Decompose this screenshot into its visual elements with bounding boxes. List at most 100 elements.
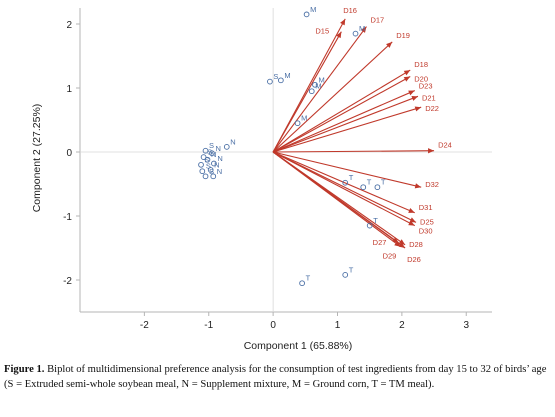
vector-d30 [272, 151, 416, 227]
y-axis-title: Component 2 (27.25%) [31, 104, 43, 213]
vector-d15 [272, 31, 342, 153]
point-label-m: M [310, 5, 316, 14]
vector-label-d22: D22 [425, 104, 439, 113]
point-label-t: T [381, 178, 386, 187]
point-label-m: M [318, 75, 324, 84]
vector-d32 [272, 151, 422, 188]
point-n-8 [209, 150, 215, 157]
point-label-n: N [215, 144, 220, 153]
point-n-9 [204, 156, 211, 163]
x-tick-label: 1 [335, 320, 341, 331]
point-label-t: T [349, 173, 354, 182]
arrowhead-d20 [403, 76, 411, 82]
arrowhead-d25 [409, 217, 417, 223]
point-n-11 [207, 167, 214, 173]
vector-label-d26: D26 [407, 255, 421, 264]
point-label-m: M [359, 24, 365, 33]
y-tick-label: 1 [66, 84, 72, 95]
arrowhead-d26 [398, 242, 406, 248]
point-m-1 [352, 30, 359, 37]
point-m-2 [312, 81, 318, 88]
point-s-15 [198, 161, 204, 168]
axes [79, 8, 492, 313]
vector-d26 [272, 151, 406, 249]
x-axis-title: Component 1 (65.88%) [244, 340, 353, 352]
point-n-7 [223, 144, 230, 150]
point-label-s: S [205, 155, 210, 164]
caption-text: Biplot of multidimensional preference an… [4, 364, 547, 390]
point-m-6 [278, 77, 284, 84]
arrowhead-d18 [403, 70, 411, 76]
vector-d20 [272, 75, 411, 153]
point-label-t: T [367, 178, 372, 187]
arrowhead-d32 [414, 183, 422, 189]
vector-label-d20: D20 [414, 74, 428, 83]
arrowhead-d30 [408, 220, 415, 226]
point-label-s: S [273, 72, 278, 81]
point-label-n: N [211, 150, 216, 159]
y-tick-label: -2 [63, 276, 72, 287]
point-label-s: S [206, 162, 211, 171]
vector-d17 [272, 26, 367, 153]
point-t-18 [342, 179, 349, 186]
point-m-4 [294, 120, 301, 127]
arrowhead-d23 [408, 90, 415, 96]
caption-prefix: Figure 1. [4, 364, 45, 375]
vector-d18 [272, 69, 411, 153]
arrowhead-d28 [398, 239, 406, 245]
vector-label-d17: D17 [370, 16, 384, 25]
point-label-s: S [209, 167, 214, 176]
point-m-0 [303, 11, 310, 18]
vector-label-d32: D32 [425, 180, 439, 189]
arrowhead-d22 [414, 106, 422, 112]
vector-label-d18: D18 [414, 60, 428, 69]
vector-d25 [272, 151, 417, 223]
point-label-m: M [284, 71, 290, 80]
point-t-21 [366, 222, 373, 229]
vector-label-d16: D16 [343, 6, 357, 15]
vector-label-d15: D15 [315, 27, 329, 36]
point-m-3 [308, 88, 315, 95]
point-s-5 [267, 78, 273, 85]
vector-label-d27: D27 [373, 238, 387, 247]
point-label-t: T [349, 265, 354, 274]
vector-label-d28: D28 [409, 240, 423, 249]
point-label-m: M [315, 82, 321, 91]
tick-labels: -2 -1 0 1 2 3 -2 -1 0 1 2 [63, 20, 469, 331]
x-tick-label: 2 [399, 320, 405, 331]
x-tick-label: 0 [270, 320, 276, 331]
vector-label-d24: D24 [438, 141, 452, 150]
vector-d22 [272, 106, 422, 153]
point-label-t: T [306, 274, 311, 283]
point-t-20 [374, 184, 381, 191]
point-s-17 [202, 173, 209, 180]
point-label-n: N [230, 137, 235, 146]
vector-label-d29: D29 [383, 252, 397, 261]
point-s-13 [202, 147, 209, 154]
vector-label-d31: D31 [419, 203, 433, 212]
arrowhead-d19 [386, 41, 393, 48]
x-tick-label: -2 [140, 320, 149, 331]
point-s-14 [200, 154, 207, 160]
point-s-16 [199, 168, 206, 175]
vector-d21 [272, 95, 419, 153]
arrowhead-d21 [411, 96, 418, 101]
y-tick-label: -1 [63, 212, 72, 223]
point-n-12 [210, 173, 217, 180]
point-t-22 [299, 280, 305, 287]
arrowhead-d24 [428, 148, 435, 154]
point-label-s: S [207, 148, 212, 157]
arrowhead-d15 [336, 31, 342, 39]
vector-d23 [272, 90, 415, 153]
figure-caption: Figure 1. Biplot of multidimensional pre… [4, 362, 552, 392]
point-label-n: N [217, 167, 222, 176]
point-label-s: S [209, 141, 214, 150]
vector-label-d19: D19 [396, 31, 410, 40]
vector-label-d23: D23 [419, 82, 433, 91]
point-t-19 [360, 184, 367, 191]
point-label-m: M [301, 114, 307, 123]
vector-d19 [272, 41, 393, 153]
vector-label-d21: D21 [422, 93, 436, 102]
